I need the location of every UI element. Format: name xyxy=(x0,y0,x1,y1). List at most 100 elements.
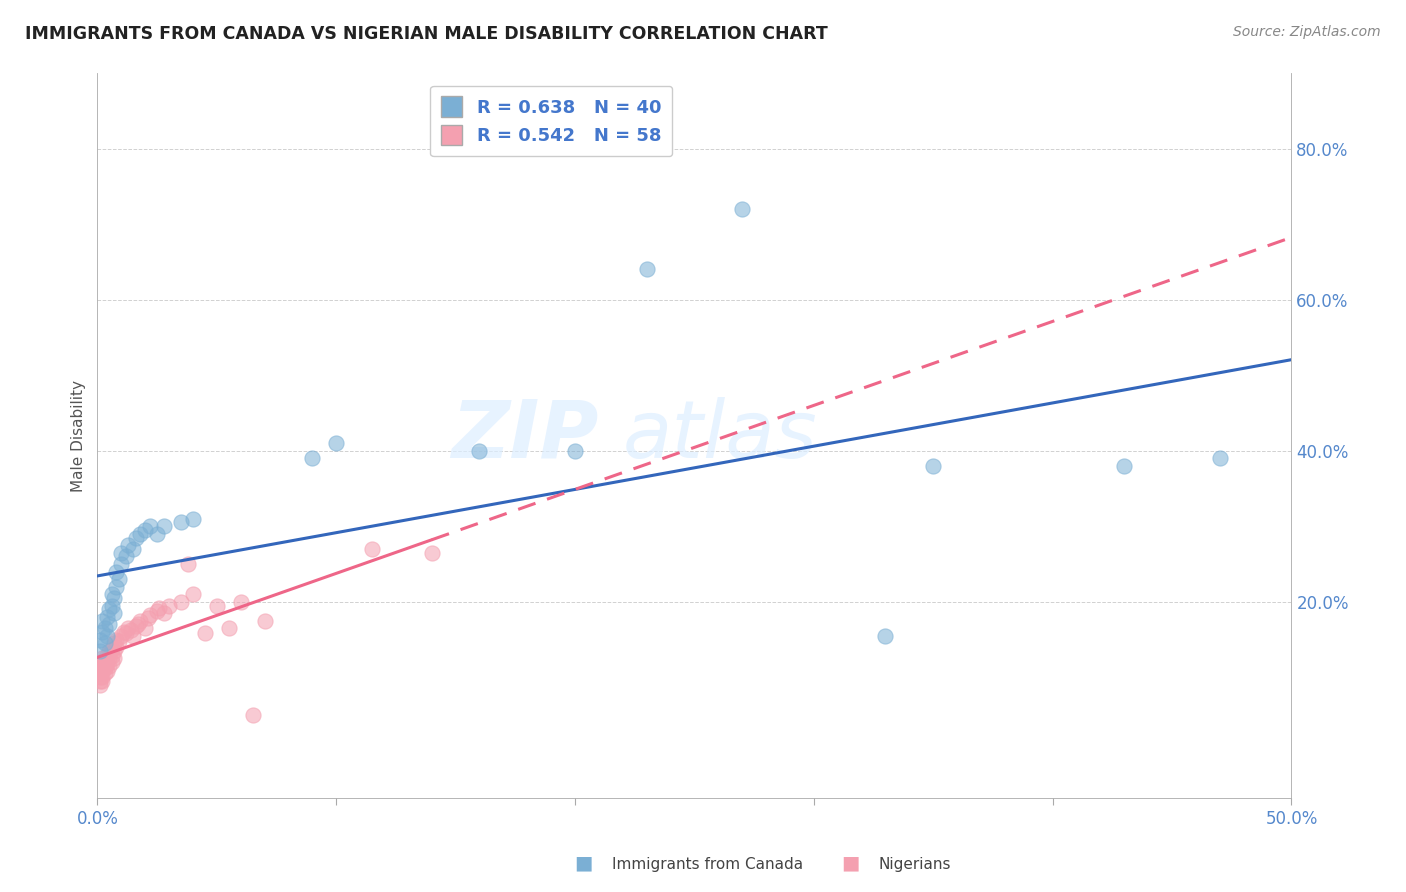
Point xyxy=(103,591,125,605)
Text: ZIP: ZIP xyxy=(451,397,599,475)
Point xyxy=(148,600,170,615)
Point xyxy=(89,632,111,647)
Point xyxy=(91,657,114,671)
Point xyxy=(564,443,586,458)
Point xyxy=(103,636,125,650)
Point xyxy=(124,619,146,633)
Point xyxy=(205,599,228,613)
Point xyxy=(108,572,131,586)
Point xyxy=(96,610,118,624)
Y-axis label: Male Disability: Male Disability xyxy=(72,380,86,491)
Point xyxy=(98,602,121,616)
Point xyxy=(153,519,176,533)
Point xyxy=(636,262,658,277)
Point xyxy=(218,621,240,635)
Point xyxy=(91,659,114,673)
Point xyxy=(100,641,122,656)
Point xyxy=(91,624,114,639)
Point xyxy=(89,655,111,669)
Point xyxy=(105,640,128,654)
Point xyxy=(1209,451,1232,466)
Point xyxy=(170,595,193,609)
Point xyxy=(146,604,169,618)
Point xyxy=(98,617,121,632)
Point xyxy=(146,526,169,541)
Point xyxy=(105,565,128,579)
Text: ■: ■ xyxy=(841,854,860,872)
Text: Nigerians: Nigerians xyxy=(879,857,952,872)
Text: IMMIGRANTS FROM CANADA VS NIGERIAN MALE DISABILITY CORRELATION CHART: IMMIGRANTS FROM CANADA VS NIGERIAN MALE … xyxy=(25,25,828,43)
Point xyxy=(89,663,111,677)
Point xyxy=(124,531,146,545)
Point xyxy=(420,546,443,560)
Point xyxy=(89,674,111,689)
Point xyxy=(108,634,131,648)
Point xyxy=(129,614,152,628)
Point xyxy=(91,674,114,689)
Point xyxy=(134,523,156,537)
Point xyxy=(91,665,114,679)
Point xyxy=(105,632,128,647)
Text: ■: ■ xyxy=(574,854,593,872)
Point xyxy=(922,458,945,473)
Point xyxy=(170,516,193,530)
Point xyxy=(110,629,132,643)
Point xyxy=(325,436,347,450)
Point xyxy=(98,644,121,658)
Point xyxy=(89,644,111,658)
Point xyxy=(229,595,252,609)
Point xyxy=(242,708,264,723)
Point xyxy=(122,629,145,643)
Point xyxy=(100,649,122,664)
Point xyxy=(253,614,276,628)
Point xyxy=(139,608,162,623)
Point xyxy=(91,651,114,665)
Point xyxy=(468,443,491,458)
Point xyxy=(93,636,115,650)
Point xyxy=(194,626,217,640)
Point xyxy=(129,526,152,541)
Point xyxy=(153,606,176,620)
Point xyxy=(1114,458,1136,473)
Point xyxy=(96,648,118,662)
Point xyxy=(177,557,200,571)
Text: Source: ZipAtlas.com: Source: ZipAtlas.com xyxy=(1233,25,1381,39)
Point xyxy=(112,624,135,639)
Point xyxy=(93,621,115,635)
Point xyxy=(93,655,115,669)
Point xyxy=(93,666,115,681)
Point xyxy=(361,541,384,556)
Point xyxy=(157,599,180,613)
Point xyxy=(134,621,156,635)
Point xyxy=(103,651,125,665)
Point xyxy=(120,624,142,638)
Point xyxy=(96,657,118,671)
Point xyxy=(110,546,132,560)
Point xyxy=(98,659,121,673)
Point xyxy=(875,629,897,643)
Point xyxy=(89,670,111,684)
Point xyxy=(301,451,323,466)
Text: atlas: atlas xyxy=(623,397,817,475)
Point xyxy=(100,587,122,601)
Point xyxy=(89,678,111,692)
Point xyxy=(89,666,111,681)
Point xyxy=(98,651,121,665)
Point xyxy=(110,557,132,571)
Text: Immigrants from Canada: Immigrants from Canada xyxy=(612,857,803,872)
Point xyxy=(117,538,139,552)
Point xyxy=(91,670,114,684)
Point xyxy=(100,655,122,669)
Point xyxy=(96,665,118,679)
Point xyxy=(105,580,128,594)
Point xyxy=(122,541,145,556)
Point xyxy=(117,621,139,635)
Legend: R = 0.638   N = 40, R = 0.542   N = 58: R = 0.638 N = 40, R = 0.542 N = 58 xyxy=(430,86,672,156)
Point xyxy=(103,644,125,658)
Point xyxy=(139,519,162,533)
Point xyxy=(89,659,111,673)
Point xyxy=(181,587,204,601)
Point xyxy=(127,617,149,632)
Point xyxy=(115,549,138,564)
Point xyxy=(91,614,114,628)
